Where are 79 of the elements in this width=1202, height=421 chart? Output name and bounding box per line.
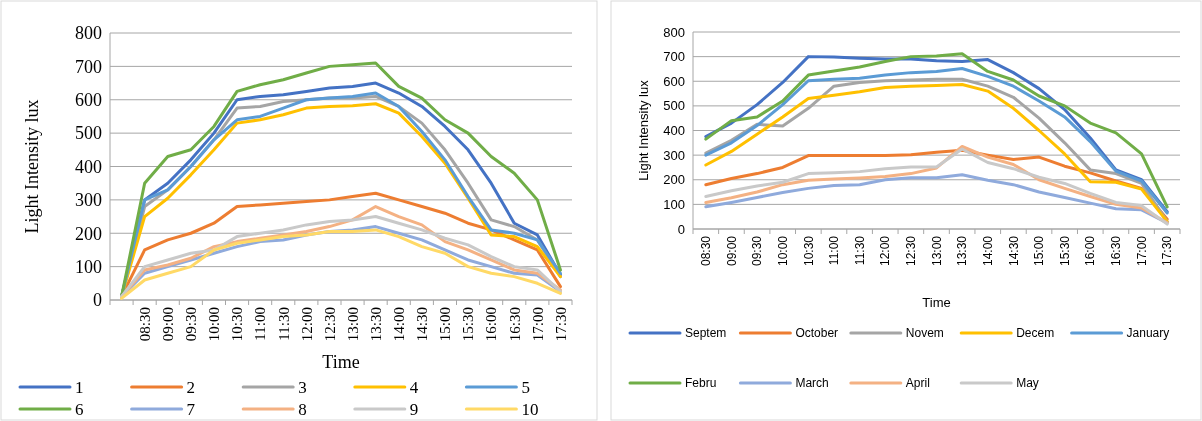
x-tick-label: 13:30 bbox=[955, 235, 970, 267]
x-tick-label: 16:30 bbox=[506, 307, 523, 342]
y-tick-label: 600 bbox=[75, 90, 102, 111]
legend-label: Febru bbox=[685, 376, 717, 391]
legend-label: 10 bbox=[521, 399, 539, 419]
x-tick-label: 15:30 bbox=[460, 307, 477, 342]
x-tick-label: 17:30 bbox=[1160, 235, 1175, 267]
x-tick-label: 13:00 bbox=[344, 307, 361, 342]
x-tick-label: 15:00 bbox=[437, 307, 454, 342]
x-tick-label: 09:30 bbox=[183, 307, 200, 342]
y-tick-label: 800 bbox=[663, 24, 685, 40]
x-tick-label: 14:30 bbox=[1006, 235, 1021, 267]
y-tick-label: 100 bbox=[663, 196, 685, 212]
y-tick-label: 0 bbox=[677, 221, 685, 237]
legend-label: 3 bbox=[298, 377, 307, 397]
legend-label: 5 bbox=[521, 377, 530, 397]
y-tick-label: 700 bbox=[75, 56, 102, 77]
y-tick-label: 400 bbox=[663, 123, 685, 139]
y-tick-label: 700 bbox=[663, 49, 685, 65]
x-tick-label: 15:00 bbox=[1032, 235, 1047, 267]
y-tick-label: 0 bbox=[93, 290, 102, 311]
x-tick-label: 17:00 bbox=[1134, 235, 1149, 267]
x-tick-label: 09:30 bbox=[750, 235, 765, 267]
x-tick-label: 10:30 bbox=[801, 235, 816, 267]
x-tick-label: 11:30 bbox=[275, 307, 292, 341]
x-tick-label: 08:30 bbox=[699, 235, 714, 267]
x-tick-label: 12:30 bbox=[321, 307, 338, 342]
x-axis-title: Time bbox=[922, 295, 951, 310]
x-tick-label: 08:30 bbox=[136, 307, 153, 342]
x-tick-label: 15:30 bbox=[1057, 235, 1072, 267]
x-axis-title: Time bbox=[322, 352, 360, 372]
x-tick-label: 13:00 bbox=[929, 235, 944, 267]
y-tick-label: 800 bbox=[75, 23, 102, 44]
legend-label: April bbox=[905, 376, 930, 391]
legend-label: 8 bbox=[298, 399, 307, 419]
x-tick-label: 16:30 bbox=[1109, 235, 1124, 267]
x-tick-label: 17:00 bbox=[529, 307, 546, 342]
legend-label: 1 bbox=[75, 377, 84, 397]
legend-label: October bbox=[795, 326, 839, 341]
y-tick-label: 500 bbox=[663, 98, 685, 114]
x-tick-label: 12:00 bbox=[878, 235, 893, 267]
legend-label: 2 bbox=[186, 377, 196, 397]
legend-label: 6 bbox=[75, 399, 84, 419]
legend-label: Decem bbox=[1016, 326, 1055, 341]
y-axis-title: Light Intensity lux bbox=[636, 79, 651, 181]
x-tick-label: 14:00 bbox=[980, 235, 995, 267]
legend-label: 4 bbox=[409, 377, 419, 397]
x-tick-label: 09:00 bbox=[724, 235, 739, 267]
y-tick-label: 300 bbox=[75, 190, 102, 211]
x-tick-label: 09:00 bbox=[160, 307, 176, 342]
x-tick-label: 10:00 bbox=[775, 235, 790, 267]
x-tick-label: 10:00 bbox=[206, 307, 223, 342]
y-tick-label: 200 bbox=[75, 223, 102, 244]
x-tick-label: 14:00 bbox=[391, 307, 407, 342]
x-tick-label: 13:30 bbox=[367, 307, 384, 342]
legend-label: Novem bbox=[905, 326, 944, 341]
x-tick-label: 11:30 bbox=[852, 235, 867, 266]
y-tick-label: 500 bbox=[75, 123, 102, 144]
legend-label: 9 bbox=[409, 399, 419, 419]
y-tick-label: 600 bbox=[663, 73, 685, 89]
y-axis-title: Light Intensity lux bbox=[22, 99, 42, 234]
x-tick-label: 14:30 bbox=[414, 307, 431, 342]
x-tick-label: 10:30 bbox=[229, 307, 246, 342]
legend-label: 7 bbox=[186, 399, 196, 419]
x-tick-label: 11:00 bbox=[827, 235, 842, 266]
legend-label: Septem bbox=[685, 326, 727, 341]
x-tick-label: 16:00 bbox=[1083, 235, 1098, 267]
x-tick-label: 16:00 bbox=[483, 307, 500, 342]
x-tick-label: 12:00 bbox=[298, 307, 315, 342]
legend-label: May bbox=[1016, 376, 1039, 391]
legend-label: January bbox=[1126, 326, 1170, 341]
y-tick-label: 400 bbox=[75, 156, 102, 177]
y-tick-label: 100 bbox=[75, 256, 102, 277]
y-tick-label: 300 bbox=[663, 147, 685, 163]
y-tick-label: 200 bbox=[663, 172, 685, 188]
x-tick-label: 12:30 bbox=[904, 235, 919, 267]
legend-label: March bbox=[795, 376, 829, 391]
x-tick-label: 17:30 bbox=[552, 307, 569, 342]
x-tick-label: 11:00 bbox=[252, 307, 269, 341]
